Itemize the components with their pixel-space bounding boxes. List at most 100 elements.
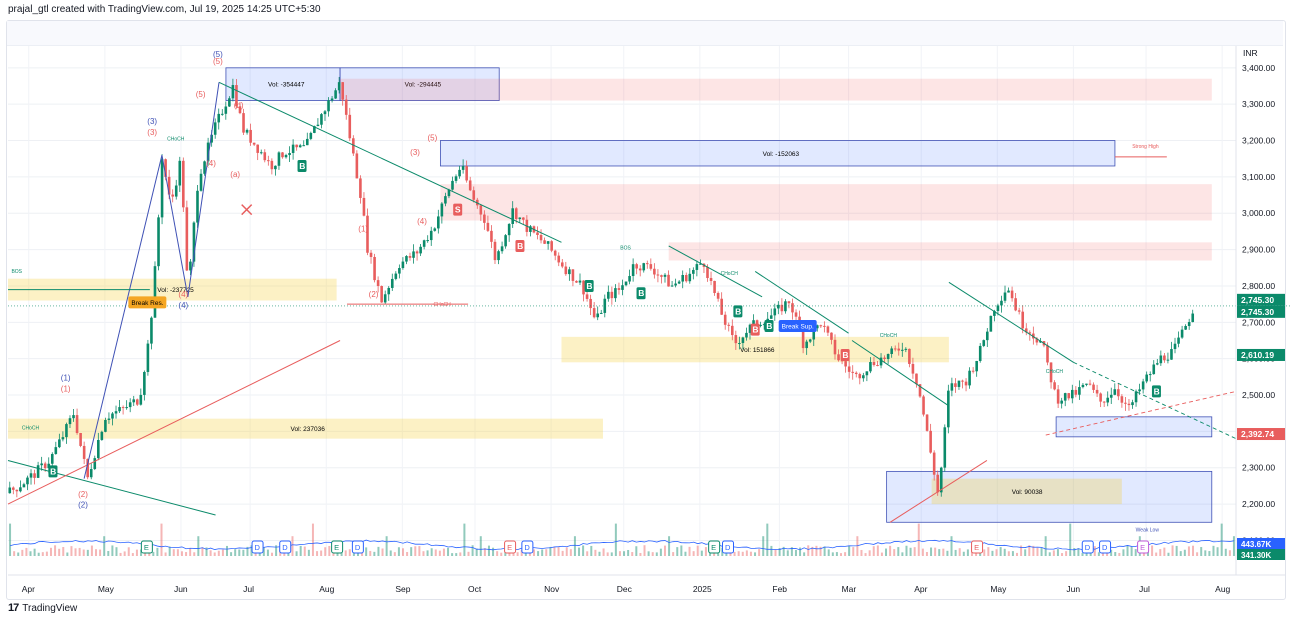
volume-bar xyxy=(381,548,384,556)
candle-body xyxy=(507,223,511,236)
volume-bar xyxy=(459,552,462,556)
candle-body xyxy=(932,452,936,475)
candle-body xyxy=(316,124,320,127)
signal-marker-box xyxy=(48,465,58,478)
candle-body xyxy=(656,274,660,276)
volume-bar xyxy=(1224,548,1227,556)
candle-body xyxy=(1127,403,1131,406)
candle-body xyxy=(752,320,755,325)
x-tick-label: Sep xyxy=(395,584,410,594)
candle-body xyxy=(422,240,426,247)
volume-bar xyxy=(917,523,920,556)
candle-body xyxy=(950,383,954,391)
event-badge-text: E xyxy=(334,543,339,552)
event-badge-text: D xyxy=(725,543,731,552)
volume-bar xyxy=(180,551,183,556)
volume-bar xyxy=(250,545,253,556)
candle-body xyxy=(1035,338,1039,343)
volume-bar xyxy=(221,549,224,556)
volume-bar xyxy=(602,548,605,556)
volume-bar xyxy=(127,547,130,556)
signal-marker-text: B xyxy=(842,350,848,360)
structure-label: Strong High xyxy=(1132,144,1159,150)
y-tick-label: 2,200.00 xyxy=(1242,499,1275,509)
volume-bar xyxy=(1040,547,1043,556)
candle-body xyxy=(596,313,600,318)
volume-bar xyxy=(1065,551,1068,556)
candle-body xyxy=(22,484,26,488)
volume-bar xyxy=(1228,550,1231,556)
volume-bar xyxy=(573,536,576,556)
volume-bar xyxy=(1036,547,1039,556)
candle-body xyxy=(465,166,468,181)
volume-bar xyxy=(1048,552,1051,556)
signal-marker-box xyxy=(297,159,307,172)
candle-body xyxy=(415,251,419,254)
volume-bar xyxy=(365,547,368,556)
candle-body xyxy=(1081,384,1085,388)
candle-body xyxy=(362,197,366,216)
volume-bar xyxy=(86,549,89,556)
candle-body xyxy=(1134,391,1138,403)
candle-body xyxy=(267,160,270,162)
candle-body xyxy=(897,348,901,351)
candle-body xyxy=(511,208,515,224)
volume-bar xyxy=(361,552,364,556)
volume-bar xyxy=(1200,547,1203,556)
wave-label: (1) xyxy=(358,224,368,233)
volume-bar xyxy=(659,548,662,556)
volume-bar xyxy=(25,547,28,556)
signal-marker-box xyxy=(636,287,646,300)
candle-body xyxy=(437,216,440,229)
signal-marker-text: B xyxy=(735,306,741,316)
volume-bar xyxy=(58,548,61,556)
volume-bar xyxy=(545,549,548,556)
volume-bar xyxy=(549,546,552,556)
volume-bar xyxy=(123,551,126,556)
volume-bar xyxy=(663,545,666,556)
candle-body xyxy=(929,430,932,453)
volume-bar xyxy=(930,547,933,556)
volume-bar xyxy=(1077,548,1080,556)
volume-bar xyxy=(29,551,32,556)
volume-bar xyxy=(1032,545,1035,556)
candle-body xyxy=(720,298,723,315)
candle-body xyxy=(1102,401,1106,403)
candle-body xyxy=(568,269,571,275)
volume-bar xyxy=(103,536,106,556)
candle-body xyxy=(911,363,915,374)
candle-body xyxy=(309,132,313,139)
candle-body xyxy=(461,166,465,170)
candle-body xyxy=(709,278,713,281)
candle-body xyxy=(607,291,610,299)
candle-body xyxy=(1063,393,1067,401)
volume-bar xyxy=(266,549,269,556)
volume-bar xyxy=(1167,552,1170,556)
volume-bar xyxy=(799,547,802,556)
volume-bar xyxy=(578,547,581,556)
volume-bar xyxy=(1212,545,1215,556)
candle-body xyxy=(160,159,164,218)
candle-body xyxy=(692,269,695,274)
candles-layer xyxy=(8,76,1195,498)
candle-body xyxy=(833,339,837,355)
volume-bar xyxy=(614,523,617,556)
candle-body xyxy=(164,159,167,177)
volume-bar xyxy=(880,552,883,556)
volume-bar xyxy=(946,550,949,556)
candle-body xyxy=(451,180,454,190)
zones-layer: Vol: -354447 Vol: -294445 Vol: -152063 Vol:… xyxy=(8,67,1213,523)
tradingview-logo: 17 xyxy=(8,602,19,614)
candle-body xyxy=(1131,402,1134,406)
price-tag-text: 2,745.30 xyxy=(1241,295,1274,305)
volume-bar xyxy=(156,547,159,556)
candle-body xyxy=(252,142,256,145)
y-tick-label: 2,700.00 xyxy=(1242,317,1275,327)
signal-marker: B xyxy=(297,159,307,172)
candle-body xyxy=(1159,355,1163,364)
volume-bar xyxy=(21,549,24,556)
candle-body xyxy=(1046,345,1049,363)
candle-body xyxy=(337,82,341,91)
wave-label: (1) xyxy=(61,373,71,382)
